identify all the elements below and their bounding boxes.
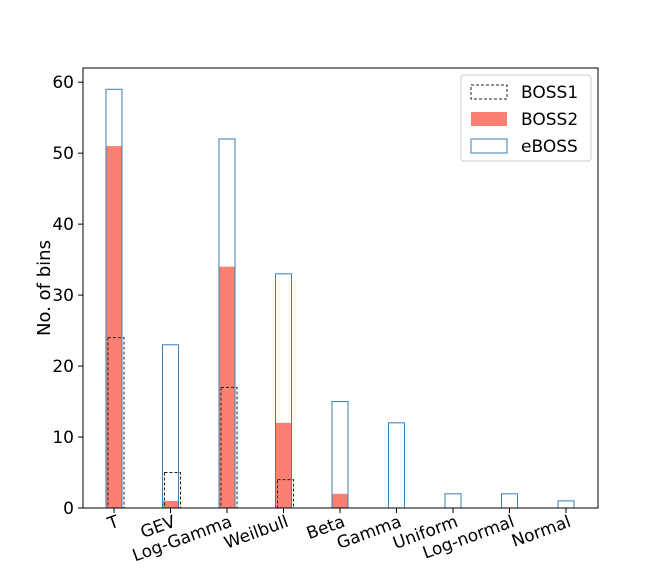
legend-label-boss2: BOSS2 [521, 110, 578, 130]
bar-boss1-gev [164, 472, 181, 509]
y-tick-label: 20 [52, 357, 74, 377]
bar-boss2-t [106, 146, 122, 508]
y-tick-label: 0 [63, 499, 74, 519]
y-axis-label: No. of bins [34, 240, 55, 336]
y-tick-label: 30 [52, 286, 74, 306]
bar-boss2-beta [332, 493, 348, 508]
y-tick-label: 60 [52, 73, 74, 93]
bar-boss2-gev [162, 500, 179, 508]
bar-boss1-t [107, 337, 125, 509]
legend: BOSS1 BOSS2 eBOSS [460, 74, 592, 162]
bar-boss1-log-gamma [220, 386, 238, 509]
legend-label-eboss: eBOSS [521, 137, 578, 157]
legend-swatch-eboss [470, 138, 508, 154]
legend-label-boss1: BOSS1 [521, 83, 578, 103]
y-tick-label: 50 [52, 144, 74, 164]
legend-swatch-boss2 [471, 112, 507, 126]
y-axis: 0 10 20 30 40 50 60 [52, 73, 83, 519]
x-tick-label-t: T [104, 512, 122, 535]
bar-boss2-weilbull [275, 422, 292, 508]
y-tick-label: 10 [52, 428, 74, 448]
x-tick-label-weilbull: Weilbull [222, 512, 292, 554]
legend-swatch-boss1 [470, 84, 508, 100]
y-tick-label: 40 [52, 215, 74, 235]
x-tick-label-normal: Normal [509, 512, 574, 552]
